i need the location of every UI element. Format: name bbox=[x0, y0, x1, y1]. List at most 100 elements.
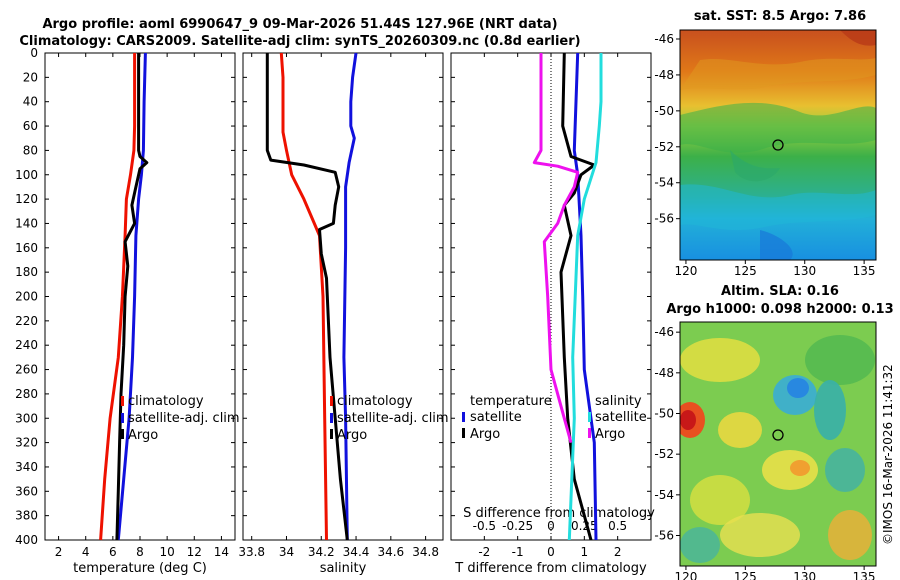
legend-label-satellite: satellite-adj. clim bbox=[128, 411, 240, 426]
sla-map-title-2: Argo h1000: 0.098 h2000: 0.13 bbox=[666, 302, 893, 317]
legend-label-satellite: satellite-adj. clim bbox=[337, 411, 449, 426]
imos-watermark: ©IMOS 16-Mar-2026 11:41:32 bbox=[881, 364, 895, 545]
map-y-tick-label: -50 bbox=[654, 104, 674, 118]
x-tick-label: -2 bbox=[478, 545, 490, 559]
legend-label-t-argo: Argo bbox=[470, 427, 500, 442]
title-line-1: Argo profile: aoml 6990647_9 09-Mar-2026… bbox=[42, 17, 557, 32]
map-y-tick-label: -50 bbox=[654, 407, 674, 421]
map-y-tick-label: -54 bbox=[654, 176, 674, 190]
legend-title-temperature: temperature bbox=[470, 394, 552, 409]
x-tick-label: 8 bbox=[136, 545, 144, 559]
series-line-s-satellite bbox=[567, 53, 603, 541]
map-y-tick-label: -48 bbox=[654, 366, 674, 380]
x-axis-label: temperature (deg C) bbox=[73, 561, 207, 576]
y-tick-label: 140 bbox=[15, 216, 38, 230]
x-tick-label: 14 bbox=[214, 545, 229, 559]
sla-map bbox=[680, 322, 876, 566]
legend-label-argo: Argo bbox=[128, 428, 158, 443]
plot-frame bbox=[242, 52, 444, 541]
x-tick-label: 4 bbox=[82, 545, 90, 559]
y-tick-label: 60 bbox=[23, 119, 38, 133]
map-y-tick-label: -46 bbox=[654, 32, 674, 46]
map-y-tick-label: -56 bbox=[654, 529, 674, 543]
sst-map-axes: 120 125 130 135 -46 -48 -50 -52 -54 -56 bbox=[654, 32, 875, 278]
legend-swatch-t-argo bbox=[462, 428, 465, 438]
salinity-legend: climatology satellite-adj. clim Argo bbox=[330, 394, 449, 443]
map-y-tick-label: -54 bbox=[654, 488, 674, 502]
map-y-tick-label: -52 bbox=[654, 140, 674, 154]
y-tick-label: 0 bbox=[30, 46, 38, 60]
x-tick-label: -1 bbox=[512, 545, 524, 559]
series-line-satellite-adj-clim bbox=[116, 52, 147, 541]
series-line-t-satellite bbox=[572, 52, 598, 541]
legend-label-t-satellite: satellite bbox=[470, 410, 522, 425]
y-tick-label: 360 bbox=[15, 484, 38, 498]
y-tick-label: 200 bbox=[15, 290, 38, 304]
x-tick-label: 2 bbox=[55, 545, 63, 559]
sla-map-axes: 120 125 130 135 -46 -48 -50 -52 -54 -56 bbox=[654, 325, 875, 580]
y-tick-label: 120 bbox=[15, 192, 38, 206]
x-tick-label: 34 bbox=[279, 545, 294, 559]
y-tick-label: 400 bbox=[15, 533, 38, 547]
sla-map-title-1: Altim. SLA: 0.16 bbox=[721, 284, 839, 299]
series-line-s-argo bbox=[532, 53, 580, 443]
difference-panel: -2 -1 0 1 2 T difference from climatology -0.5… bbox=[450, 52, 655, 576]
y-tick-label: 80 bbox=[23, 143, 38, 157]
series-line-satellite-adj-clim bbox=[342, 52, 358, 541]
y-tick-label: 240 bbox=[15, 338, 38, 352]
legend-label-s-argo: Argo bbox=[595, 427, 625, 442]
legend-label-argo: Argo bbox=[337, 428, 367, 443]
salinity-panel: 33.8 34 34.2 34.4 34.6 34.8 salinity bbox=[238, 52, 444, 576]
s-diff-tick-label: 0 bbox=[547, 519, 555, 533]
y-tick-label: 300 bbox=[15, 411, 38, 425]
x-axis-label: salinity bbox=[320, 561, 367, 576]
y-tick-label: 20 bbox=[23, 70, 38, 84]
x-tick-label: 6 bbox=[109, 545, 117, 559]
y-tick-label: 40 bbox=[23, 95, 38, 109]
legend-swatch-satellite bbox=[121, 413, 124, 423]
map-x-tick-label: 135 bbox=[853, 264, 876, 278]
legend-label-climatology: climatology bbox=[337, 394, 413, 409]
sst-map-title: sat. SST: 8.5 Argo: 7.86 bbox=[694, 9, 866, 24]
x-tick-label: 34.6 bbox=[377, 545, 404, 559]
map-x-tick-label: 135 bbox=[853, 570, 876, 580]
legend-swatch-climatology bbox=[330, 396, 333, 406]
y-tick-label: 180 bbox=[15, 265, 38, 279]
map-x-tick-label: 130 bbox=[793, 264, 816, 278]
y-tick-label: 380 bbox=[15, 509, 38, 523]
s-diff-tick-label: -0.25 bbox=[502, 519, 533, 533]
legend-swatch-satellite bbox=[330, 413, 333, 423]
map-x-tick-label: 120 bbox=[674, 264, 697, 278]
x-tick-label: 10 bbox=[160, 545, 175, 559]
y-tick-label: 340 bbox=[15, 460, 38, 474]
series-line-climatology bbox=[279, 52, 328, 541]
series-line-argo bbox=[265, 53, 349, 541]
x-tick-label: 34.2 bbox=[308, 545, 335, 559]
argo-location-marker bbox=[772, 429, 784, 441]
map-y-tick-label: -46 bbox=[654, 325, 674, 339]
temperature-legend: climatology satellite-adj. clim Argo bbox=[121, 394, 240, 443]
legend-swatch-t-satellite bbox=[462, 412, 465, 422]
title-line-2: Climatology: CARS2009. Satellite-adj cli… bbox=[19, 34, 580, 49]
x-tick-label: 0 bbox=[547, 545, 555, 559]
map-x-tick-label: 125 bbox=[734, 264, 757, 278]
legend-swatch-s-satellite bbox=[588, 412, 591, 422]
legend-label-s-satellite: satellite bbox=[595, 410, 647, 425]
x-tick-label: 2 bbox=[614, 545, 622, 559]
map-y-tick-label: -48 bbox=[654, 68, 674, 82]
legend-swatch-argo bbox=[121, 429, 124, 439]
map-x-tick-label: 125 bbox=[734, 570, 757, 580]
y-tick-label: 320 bbox=[15, 436, 38, 450]
y-tick-label: 260 bbox=[15, 363, 38, 377]
series-line-argo bbox=[115, 53, 149, 541]
temperature-panel: 0 20 40 60 80 100 120 140 160 180 200 220 240 260 280 3… bbox=[15, 46, 236, 576]
map-x-tick-label: 130 bbox=[793, 570, 816, 580]
sst-map bbox=[680, 30, 876, 260]
argo-location-marker bbox=[772, 139, 784, 151]
legend-swatch-s-argo bbox=[588, 428, 591, 438]
x-tick-label: 34.4 bbox=[343, 545, 370, 559]
map-y-tick-label: -56 bbox=[654, 212, 674, 226]
legend-swatch-climatology bbox=[121, 396, 124, 406]
legend-title-salinity: salinity bbox=[595, 394, 642, 409]
x-axis-label: T difference from climatology bbox=[454, 561, 647, 576]
